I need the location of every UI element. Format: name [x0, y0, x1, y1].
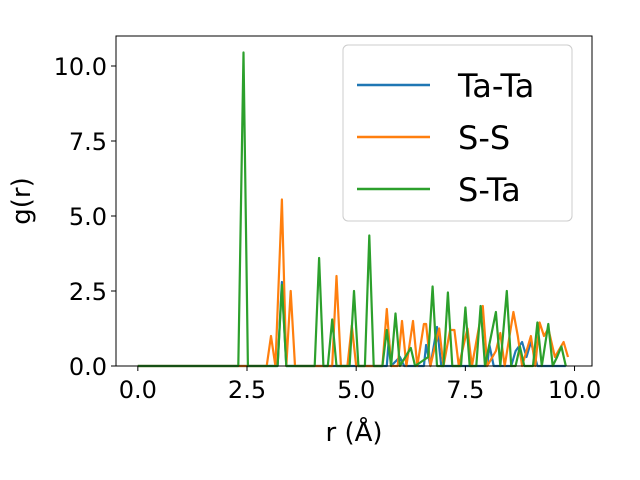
y-tick-label: 2.5 [69, 278, 107, 306]
legend-label-s-ta: S-Ta [458, 171, 521, 209]
series-line-s-ta [137, 51, 567, 368]
plot-area-frame [115, 35, 593, 367]
legend-label-s-s: S-S [458, 119, 510, 157]
x-tick-label: 10.0 [548, 376, 601, 404]
y-tick-label: 5.0 [69, 203, 107, 231]
x-tick-label: 7.5 [446, 376, 484, 404]
y-tick-label: 10.0 [54, 53, 107, 81]
legend: Ta-Ta S-S S-Ta [342, 44, 573, 222]
y-axis-label: g(r) [7, 177, 37, 224]
x-tick-label: 0.0 [119, 376, 157, 404]
x-axis-label: r (Å) [325, 416, 382, 448]
y-tick-label: 0.0 [69, 353, 107, 381]
y-tick-label: 7.5 [69, 128, 107, 156]
y-axis-ticks: 0.0 2.5 5.0 7.5 10.0 [54, 53, 116, 381]
x-tick-label: 2.5 [228, 376, 266, 404]
x-axis-ticks: 0.0 2.5 5.0 7.5 10.0 [119, 366, 601, 404]
legend-label-ta-ta: Ta-Ta [457, 67, 534, 105]
x-tick-label: 5.0 [337, 376, 375, 404]
legend-box [342, 44, 573, 222]
